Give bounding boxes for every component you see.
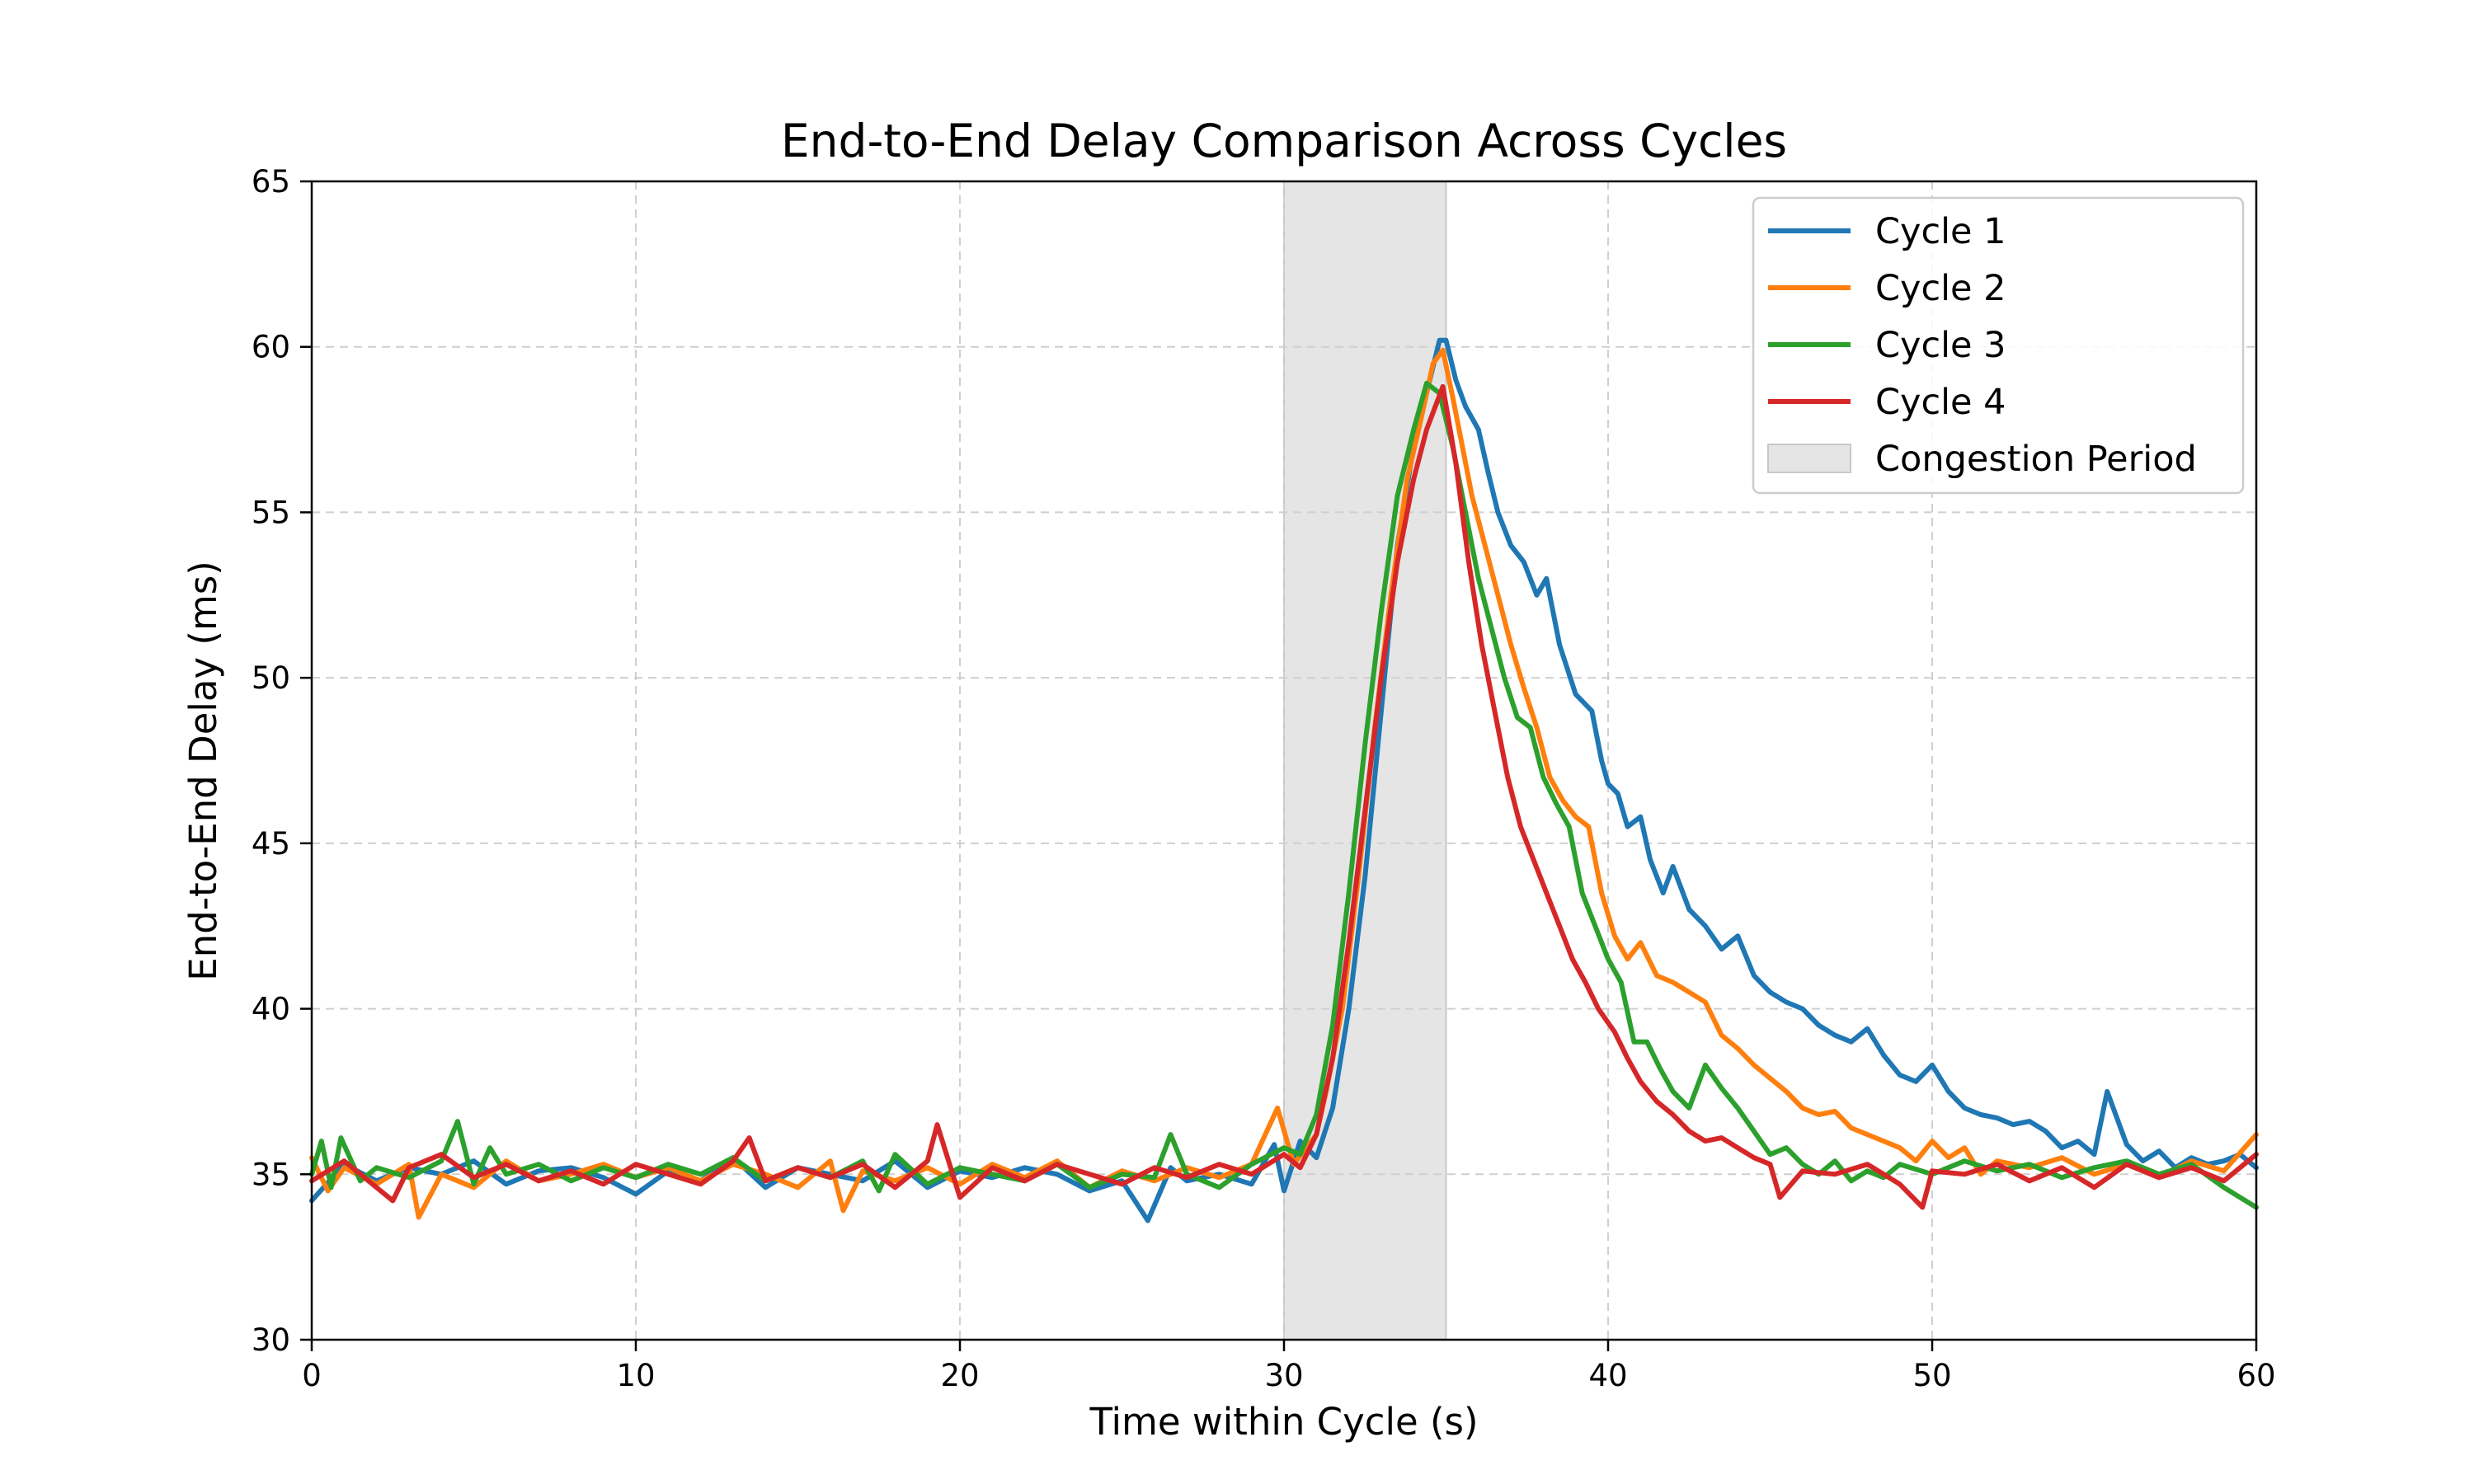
y-tick-label: 65 — [252, 164, 290, 200]
y-tick-label: 30 — [252, 1322, 290, 1358]
y-tick-label: 60 — [252, 330, 290, 365]
legend: Cycle 1 Cycle 2 Cycle 3 Cycle 4 Congestion P… — [1752, 196, 2245, 495]
x-tick-label: 40 — [1588, 1358, 1627, 1393]
x-tick-label: 20 — [940, 1358, 979, 1393]
legend-label: Cycle 4 — [1875, 382, 2006, 423]
series-line-cycle-3 — [309, 380, 2259, 1210]
x-tick-label: 0 — [302, 1358, 322, 1393]
legend-label: Congestion Period — [1875, 439, 2197, 480]
y-axis-label: End-to-End Delay (ms) — [181, 561, 225, 981]
legend-item-4: Cycle 4 — [1768, 382, 2006, 423]
legend-label: Cycle 2 — [1875, 268, 2006, 309]
legend-item-1: Cycle 1 — [1768, 211, 2006, 252]
x-axis-label: Time within Cycle (s) — [1089, 1400, 1478, 1444]
legend-item-5: Congestion Period — [1767, 439, 2197, 480]
x-tick-label: 60 — [2236, 1358, 2275, 1393]
y-tick-label: 35 — [252, 1157, 290, 1192]
series-layer — [309, 337, 2259, 1223]
x-tick-label: 50 — [1912, 1358, 1951, 1393]
tick-layer: 0 10 20 30 40 50 60 30 35 40 45 50 55 60 65 — [252, 164, 2276, 1393]
y-tick-label: 40 — [252, 992, 290, 1027]
series-line-cycle-1 — [309, 337, 2259, 1223]
series-line-cycle-4 — [309, 383, 2259, 1210]
x-tick-label: 10 — [616, 1358, 655, 1393]
legend-label: Cycle 3 — [1875, 325, 2006, 366]
legend-item-3: Cycle 3 — [1768, 325, 2006, 366]
legend-box — [1752, 196, 2245, 495]
y-tick-label: 45 — [252, 826, 290, 862]
chart-title: End-to-End Delay Comparison Across Cycle… — [781, 115, 1787, 167]
y-tick-label: 50 — [252, 660, 290, 696]
legend-swatch — [1767, 444, 1851, 473]
y-tick-label: 55 — [252, 495, 290, 530]
series-line-cycle-2 — [309, 347, 2259, 1220]
legend-label: Cycle 1 — [1875, 211, 2006, 252]
x-tick-label: 30 — [1264, 1358, 1303, 1393]
legend-item-2: Cycle 2 — [1768, 268, 2006, 309]
